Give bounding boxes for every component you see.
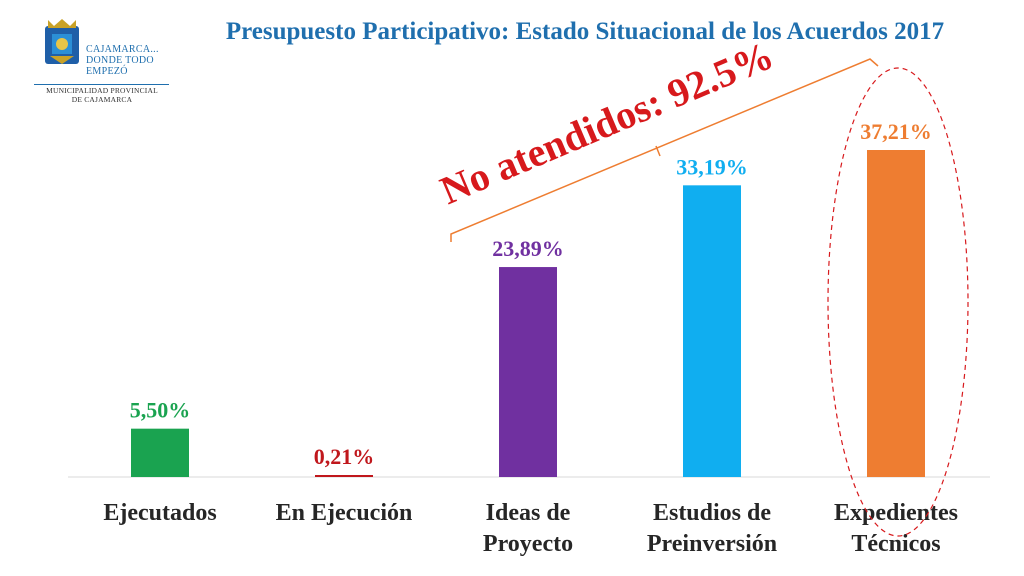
bracket-tick: [655, 145, 661, 157]
data-label-0: 5,50%: [130, 398, 191, 423]
category-label-2-1: Proyecto: [483, 531, 573, 557]
bar-0: [131, 428, 189, 477]
bar-4: [867, 150, 925, 477]
logo-org-1: MUNICIPALIDAD PROVINCIAL: [46, 86, 158, 95]
category-label-3-0: Estudios de: [653, 500, 771, 526]
data-label-4: 37,21%: [860, 119, 932, 144]
highlight-ellipse: [827, 67, 969, 537]
logo-divider: [34, 84, 169, 85]
logo-tagline-1: CAJAMARCA...: [86, 44, 159, 55]
category-label-2-0: Ideas de: [486, 500, 571, 526]
logo-tagline-2: DONDE TODO: [86, 55, 154, 66]
municipality-logo: CAJAMARCA... DONDE TODO EMPEZÓ MUNICIPAL…: [22, 14, 172, 104]
bar-3: [683, 185, 741, 477]
data-label-3: 33,19%: [676, 154, 748, 179]
logo-tagline-3: EMPEZÓ: [86, 66, 128, 77]
logo-org-2: DE CAJAMARCA: [71, 95, 133, 104]
category-label-4-1: Técnicos: [851, 531, 940, 557]
bar-2: [499, 267, 557, 477]
category-label-4-0: Expedientes: [834, 500, 958, 526]
bracket-line: [450, 58, 879, 242]
coat-of-arms-icon: [45, 19, 79, 64]
chart-title: Presupuesto Participativo: Estado Situac…: [225, 18, 945, 45]
bar-1: [315, 475, 373, 477]
category-label-3-1: Preinversión: [647, 531, 777, 557]
category-label-0-0: Ejecutados: [103, 500, 216, 526]
category-label-1-0: En Ejecución: [276, 500, 413, 526]
data-label-1: 0,21%: [314, 444, 375, 469]
data-label-2: 23,89%: [492, 236, 564, 261]
